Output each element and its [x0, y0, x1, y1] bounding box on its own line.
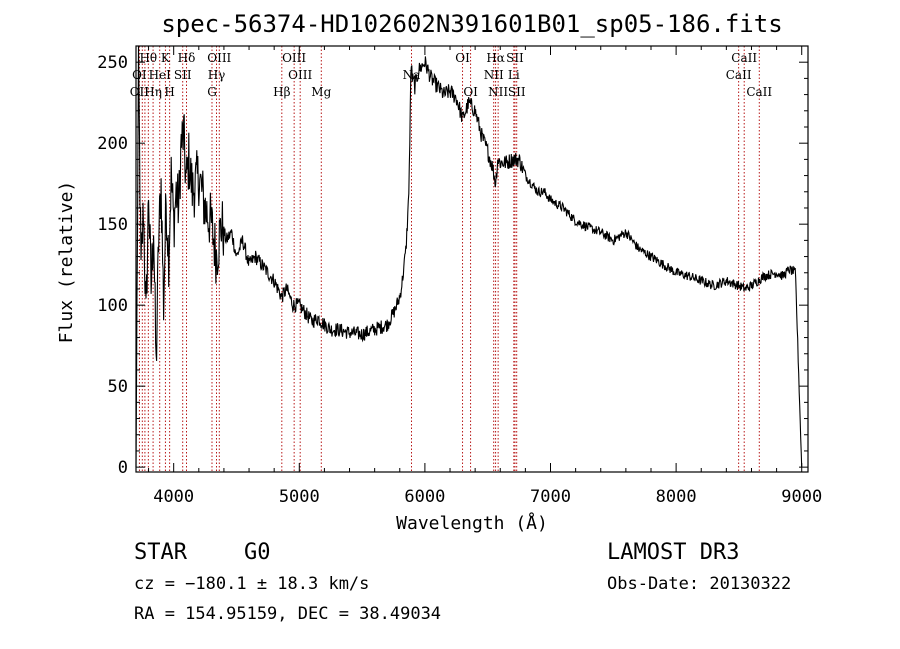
spectral-line-label: Hδ [178, 51, 196, 65]
y-tick-label: 0 [118, 458, 128, 478]
spectral-line-label: CaII [731, 51, 757, 65]
object-subclass: G0 [244, 540, 271, 565]
spectral-line-label: K [161, 51, 171, 65]
spectral-line-label: CaII [746, 85, 772, 99]
plot-frame [135, 45, 809, 473]
spectral-line-label: OIII [282, 51, 306, 65]
x-axis-label: Wavelength (Å) [396, 512, 548, 534]
x-tick-label: 5000 [279, 487, 320, 507]
spectral-line-markers [138, 46, 760, 472]
spectral-line-label: OIII [288, 68, 312, 82]
survey-name: LAMOST DR3 [607, 540, 740, 565]
spectral-line-label: NII [484, 68, 504, 82]
spectral-line-label: CaII [726, 68, 752, 82]
y-tick-label: 150 [97, 215, 128, 235]
object-class: STAR [134, 540, 187, 565]
spectral-line-label: G [207, 85, 217, 99]
spectral-line-label: Hθ [139, 51, 157, 65]
x-tick-label: 7000 [530, 487, 571, 507]
spectral-line-label: SII [506, 51, 524, 65]
y-axis-ticks: 0 50 100 150 200 250 [97, 53, 808, 478]
spectral-line-label: NII [488, 85, 508, 99]
spectral-line-label: OI [455, 51, 470, 65]
x-tick-label: 8000 [656, 487, 697, 507]
chart-title: spec-56374-HD102602N391601B01_sp05-186.f… [161, 10, 782, 38]
x-tick-label: 4000 [153, 487, 194, 507]
coordinates: RA = 154.95159, DEC = 38.49034 [134, 604, 442, 624]
spectral-line-label: OI [132, 68, 147, 82]
spectral-line-label: Mg [311, 85, 331, 99]
x-tick-label: 9000 [781, 487, 822, 507]
spectral-line-label: OI [463, 85, 478, 99]
spectral-line-label: H [164, 85, 174, 99]
y-tick-label: 200 [97, 134, 128, 154]
spectral-line-label: Li [508, 68, 520, 82]
spectral-line-label: Hη [144, 85, 162, 99]
flux-series-line [135, 45, 803, 468]
x-axis-ticks: 4000 5000 6000 7000 8000 9000 [148, 46, 822, 507]
y-axis-label: Flux (relative) [56, 181, 77, 344]
y-tick-label: 250 [97, 53, 128, 73]
y-tick-label: 50 [108, 377, 128, 397]
spectral-line-label: Hα [486, 51, 505, 65]
spectral-line-label: OIII [207, 51, 231, 65]
spectral-line-label: SII [174, 68, 192, 82]
spectral-line-label: SII [508, 85, 526, 99]
spectral-line-label: Hβ [273, 85, 290, 99]
redshift-cz: cz = −180.1 ± 18.3 km/s [134, 574, 370, 594]
y-tick-label: 100 [97, 296, 128, 316]
spectral-line-label: HeI [149, 68, 172, 82]
observation-date: Obs-Date: 20130322 [607, 574, 792, 594]
x-tick-label: 6000 [404, 487, 445, 507]
spectral-line-label: Hγ [208, 68, 226, 82]
